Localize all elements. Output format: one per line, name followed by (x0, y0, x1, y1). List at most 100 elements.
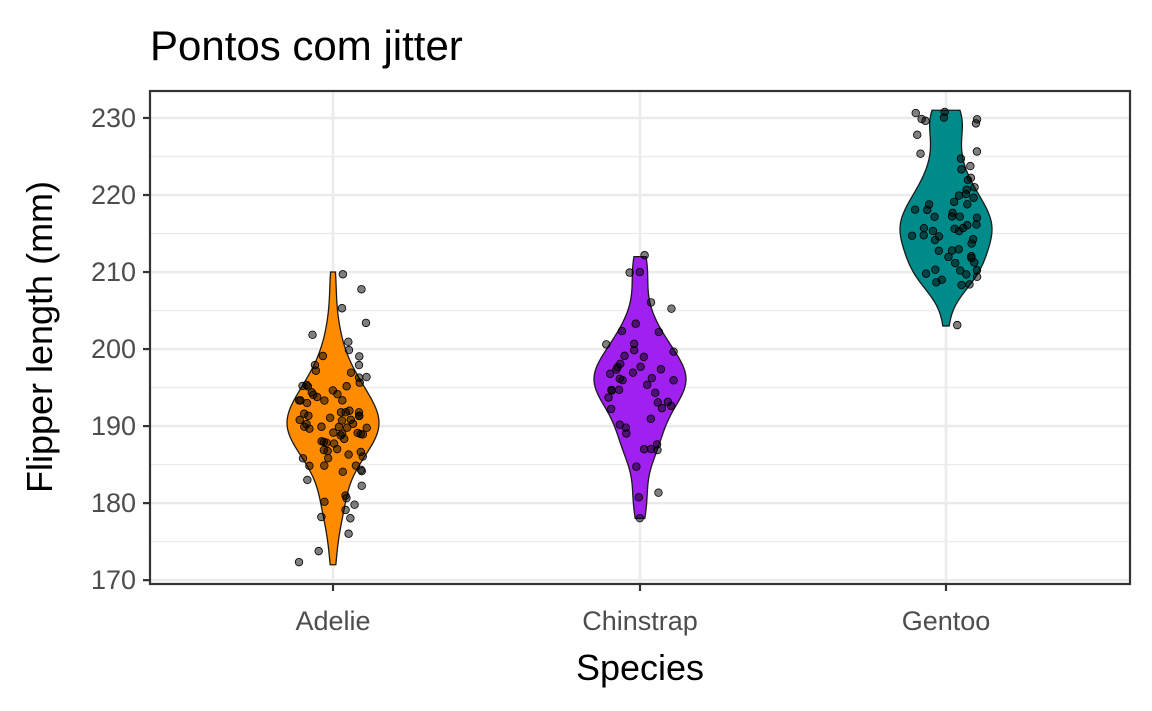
data-point-adelie (337, 416, 347, 425)
data-point-adelie (320, 461, 329, 470)
violin-chinstrap (593, 255, 687, 520)
data-point-gentoo (955, 266, 965, 275)
x-axis-title: Species (576, 647, 704, 688)
data-point-gentoo (953, 320, 962, 330)
data-point-gentoo (963, 200, 972, 209)
y-axis-title: Flipper length (mm) (19, 181, 60, 493)
data-point-adelie (351, 461, 361, 470)
data-point-adelie (362, 372, 371, 382)
data-point-chinstrap (667, 401, 676, 411)
data-point-chinstrap (605, 369, 615, 379)
data-point-gentoo (972, 266, 982, 275)
data-point-chinstrap (618, 375, 627, 385)
axes: 170 180 190 200 210 220 230 Adelie Chinstrap Gent… (91, 103, 990, 636)
data-point-chinstrap (606, 404, 616, 414)
data-point-chinstrap (669, 376, 678, 385)
data-point-adelie (358, 430, 368, 439)
data-point-adelie (320, 396, 329, 405)
data-point-gentoo (919, 231, 928, 240)
data-point-chinstrap (652, 440, 662, 449)
data-point-adelie (317, 512, 326, 522)
data-point-adelie (309, 390, 318, 400)
data-point-chinstrap (607, 386, 616, 395)
data-point-gentoo (972, 115, 982, 124)
data-point-chinstrap (657, 403, 667, 413)
data-point-adelie (344, 450, 353, 459)
data-point-adelie (299, 409, 309, 418)
data-point-adelie (346, 514, 355, 523)
data-point-chinstrap (654, 327, 664, 337)
data-point-adelie (305, 461, 314, 471)
data-point-chinstrap (653, 398, 663, 407)
data-point-chinstrap (642, 380, 652, 390)
data-point-chinstrap (646, 298, 656, 307)
x-tick-label: Chinstrap (582, 606, 698, 636)
data-point-adelie (342, 382, 351, 391)
data-point-adelie (319, 445, 329, 455)
data-point-gentoo (957, 280, 966, 290)
y-tick-label: 210 (91, 257, 136, 287)
data-point-adelie (329, 439, 339, 448)
data-point-chinstrap (640, 251, 649, 260)
y-tick-label: 220 (91, 180, 136, 210)
data-point-adelie (325, 413, 335, 423)
data-point-adelie (310, 360, 320, 370)
data-point-gentoo (944, 252, 953, 262)
data-point-gentoo (907, 231, 917, 240)
data-point-adelie (329, 428, 338, 437)
data-point-gentoo (967, 253, 976, 263)
y-tick-label: 190 (91, 411, 136, 441)
data-point-adelie (323, 453, 333, 463)
data-point-adelie (337, 304, 347, 313)
data-point-gentoo (947, 246, 957, 255)
data-point-adelie (320, 497, 329, 507)
data-point-chinstrap (604, 393, 613, 402)
data-point-gentoo (928, 226, 938, 236)
data-point-adelie (318, 351, 328, 361)
data-point-gentoo (972, 213, 982, 223)
data-point-adelie (354, 408, 364, 417)
data-point-adelie (317, 422, 326, 431)
data-point-gentoo (957, 165, 966, 174)
data-point-gentoo (949, 197, 959, 207)
data-point-gentoo (924, 200, 934, 209)
y-tick-label: 230 (91, 103, 136, 133)
data-point-adelie (303, 475, 312, 485)
data-point-gentoo (966, 173, 976, 182)
data-point-adelie (354, 360, 364, 370)
data-point-adelie (344, 529, 353, 538)
data-point-gentoo (921, 269, 931, 278)
data-point-chinstrap (636, 362, 645, 371)
data-point-adelie (356, 447, 366, 457)
data-point-chinstrap (654, 488, 663, 497)
data-point-chinstrap (651, 388, 660, 398)
data-point-chinstrap (635, 267, 644, 277)
data-point-gentoo (930, 212, 939, 221)
data-point-gentoo (972, 147, 982, 156)
data-point-chinstrap (635, 513, 645, 523)
data-point-chinstrap (646, 414, 656, 424)
data-point-chinstrap (614, 385, 624, 395)
y-tick-label: 170 (91, 565, 136, 595)
data-point-chinstrap (647, 373, 657, 383)
data-point-gentoo (962, 270, 971, 279)
data-point-adelie (344, 345, 354, 355)
data-point-adelie (350, 500, 359, 509)
data-point-adelie (317, 437, 326, 446)
data-point-chinstrap (667, 304, 676, 313)
data-point-adelie (362, 423, 371, 433)
data-point-chinstrap (602, 340, 611, 349)
data-point-gentoo (958, 223, 968, 233)
data-point-adelie (346, 368, 356, 377)
data-point-gentoo (969, 193, 978, 202)
data-point-gentoo (934, 246, 944, 256)
data-point-adelie (308, 330, 317, 340)
data-point-gentoo (970, 183, 979, 192)
data-point-adelie (328, 386, 338, 395)
data-point-gentoo (965, 280, 974, 289)
data-point-gentoo (956, 154, 966, 163)
data-point-adelie (314, 546, 323, 556)
data-point-adelie (341, 505, 350, 515)
data-point-chinstrap (632, 462, 641, 471)
